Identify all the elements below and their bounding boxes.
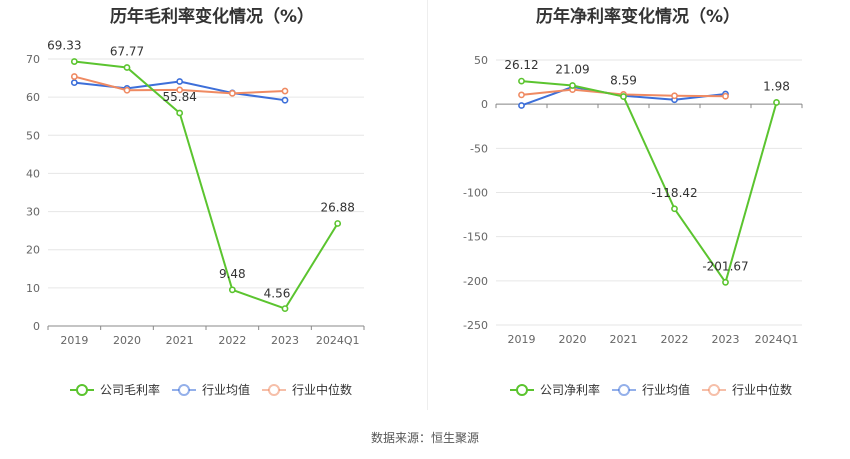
data-label: -118.42 bbox=[651, 186, 697, 200]
data-source-note: 数据来源：恒生聚源 bbox=[370, 431, 479, 445]
chart-title-net-margin: 历年净利率变化情况（%） bbox=[535, 7, 741, 27]
y-tick-label: 30 bbox=[26, 206, 40, 219]
x-tick-label: 2019 bbox=[508, 333, 536, 346]
x-tick-label: 2019 bbox=[60, 334, 88, 347]
legend-marker[interactable] bbox=[618, 384, 630, 396]
data-point bbox=[773, 99, 780, 106]
data-point bbox=[671, 205, 678, 213]
chart-divider bbox=[427, 0, 428, 410]
y-tick-label: -150 bbox=[463, 231, 488, 244]
chart-title-gross-margin: 历年毛利率变化情况（%） bbox=[109, 7, 315, 27]
data-label: -201.67 bbox=[702, 259, 748, 273]
data-label: 1.98 bbox=[763, 79, 790, 93]
data-point bbox=[70, 73, 78, 80]
y-tick-label: -50 bbox=[470, 142, 488, 155]
y-tick-label: 60 bbox=[26, 91, 40, 104]
data-point bbox=[70, 79, 78, 87]
data-label: 26.12 bbox=[504, 58, 538, 72]
data-point bbox=[281, 87, 289, 95]
x-tick-label: 2022 bbox=[218, 334, 246, 347]
legend-label[interactable]: 公司净利率 bbox=[540, 382, 600, 397]
legend-label[interactable]: 行业均值 bbox=[202, 382, 250, 397]
y-tick-label: 40 bbox=[26, 167, 40, 180]
data-label: 4.56 bbox=[264, 287, 291, 301]
data-label: 67.77 bbox=[110, 45, 144, 59]
data-point bbox=[176, 86, 184, 94]
x-tick-label: 2022 bbox=[661, 333, 689, 346]
y-tick-label: 20 bbox=[26, 244, 40, 257]
data-point bbox=[518, 102, 525, 109]
data-point bbox=[228, 89, 236, 97]
y-tick-label: -250 bbox=[463, 319, 488, 332]
y-tick-label: 10 bbox=[26, 282, 40, 295]
legend-marker[interactable] bbox=[76, 384, 88, 396]
data-point bbox=[620, 93, 627, 100]
legend-label[interactable]: 行业均值 bbox=[642, 382, 690, 397]
legend-label[interactable]: 公司毛利率 bbox=[100, 382, 160, 397]
y-tick-label: 0 bbox=[481, 98, 488, 111]
legend-marker[interactable] bbox=[178, 384, 190, 396]
legend-marker[interactable] bbox=[268, 384, 280, 396]
x-tick-label: 2020 bbox=[113, 334, 141, 347]
data-point bbox=[569, 82, 576, 89]
x-tick-label: 2021 bbox=[610, 333, 638, 346]
legend-label[interactable]: 行业中位数 bbox=[292, 382, 352, 397]
data-label: 9.48 bbox=[219, 267, 246, 281]
data-point bbox=[518, 77, 525, 85]
data-point bbox=[123, 86, 131, 94]
y-tick-label: 0 bbox=[33, 320, 40, 333]
data-label: 69.33 bbox=[47, 39, 81, 53]
data-label: 21.09 bbox=[555, 63, 589, 77]
y-tick-label: -100 bbox=[463, 187, 488, 200]
data-label: 8.59 bbox=[610, 74, 637, 88]
gross-margin-chart: 0 10 20 30 40 50 60 70 2019 2020 2021 2022 2023 2024Q… bbox=[26, 39, 365, 397]
y-tick-label: 70 bbox=[26, 53, 40, 66]
data-point bbox=[518, 91, 525, 99]
data-point bbox=[334, 220, 342, 227]
data-point bbox=[176, 78, 184, 85]
data-point bbox=[228, 286, 236, 294]
data-point bbox=[281, 96, 289, 104]
data-point bbox=[70, 58, 78, 65]
data-point bbox=[123, 64, 131, 71]
x-tick-label: 2024Q1 bbox=[755, 333, 799, 346]
x-tick-label: 2024Q1 bbox=[316, 334, 360, 347]
net-margin-chart: -250 -200 -150 -100 -50 0 50 2019 2020 2021 2022 20… bbox=[463, 54, 803, 397]
x-tick-label: 2023 bbox=[712, 333, 740, 346]
data-point bbox=[722, 92, 729, 100]
x-tick-label: 2023 bbox=[271, 334, 299, 347]
y-tick-label: 50 bbox=[474, 54, 488, 67]
data-label: 55.84 bbox=[162, 90, 196, 104]
legend-marker[interactable] bbox=[708, 384, 720, 396]
data-point bbox=[176, 109, 184, 117]
legend-marker[interactable] bbox=[516, 384, 528, 396]
y-tick-label: 50 bbox=[26, 129, 40, 142]
legend-label[interactable]: 行业中位数 bbox=[732, 382, 792, 397]
data-label: 26.88 bbox=[320, 200, 354, 214]
y-tick-label: -200 bbox=[463, 275, 488, 288]
series-line-company bbox=[521, 80, 778, 284]
series-line-company bbox=[74, 60, 339, 310]
x-tick-label: 2021 bbox=[166, 334, 194, 347]
data-point bbox=[281, 305, 289, 313]
data-point bbox=[722, 278, 729, 286]
x-tick-label: 2020 bbox=[559, 333, 587, 346]
data-point bbox=[671, 92, 678, 100]
